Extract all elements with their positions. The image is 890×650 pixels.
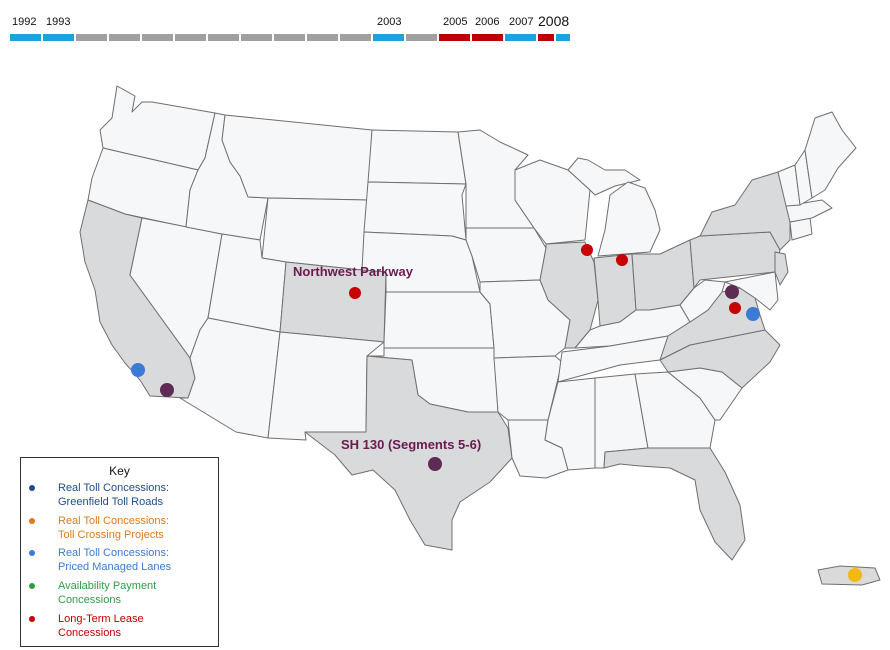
project-dot-chicago-skyway[interactable]	[581, 244, 593, 256]
timeline-segment[interactable]	[406, 34, 437, 41]
state-north-dakota[interactable]	[367, 129, 467, 185]
timeline-year-2008[interactable]: 2008	[538, 13, 570, 29]
label-sh130: SH 130 (Segments 5-6)	[341, 437, 481, 452]
legend-label: Real Toll Concessions: Toll Crossing Pro…	[58, 515, 170, 541]
legend-label: Long-Term Lease Concessions	[58, 613, 144, 639]
legend-dot-icon	[29, 583, 35, 589]
state-iowa[interactable]	[465, 227, 547, 283]
legend-label: Real Toll Concessions: Priced Managed La…	[58, 547, 172, 573]
project-dot-sh130[interactable]	[428, 457, 442, 471]
timeline-segment[interactable]	[175, 34, 206, 41]
state-kansas[interactable]	[383, 291, 495, 349]
project-dot-virginia-lease[interactable]	[729, 302, 741, 314]
timeline-segment-2008[interactable]	[538, 34, 554, 41]
state-michigan-upper[interactable]	[567, 157, 641, 196]
legend-item-greenfield[interactable]: Real Toll Concessions: Greenfield Toll R…	[29, 481, 169, 509]
project-dot-northwest-parkway[interactable]	[349, 287, 361, 299]
timeline-segment[interactable]	[76, 34, 107, 41]
timeline-year-2007[interactable]: 2007	[509, 16, 534, 28]
project-dot-virginia-north[interactable]	[725, 285, 739, 299]
timeline-segment-2007[interactable]	[505, 34, 536, 41]
timeline-segment-1993[interactable]	[43, 34, 74, 41]
timeline-segment[interactable]	[340, 34, 371, 41]
legend-item-lease[interactable]: Long-Term Lease Concessions	[29, 612, 144, 640]
legend-dot-icon	[29, 616, 35, 622]
legend-label: Real Toll Concessions: Greenfield Toll R…	[58, 482, 170, 508]
state-texas[interactable]	[304, 355, 513, 551]
timeline-segment[interactable]	[109, 34, 140, 41]
legend-item-managed-lanes[interactable]: Real Toll Concessions: Priced Managed La…	[29, 546, 171, 574]
project-dot-puerto-rico[interactable]	[848, 568, 862, 582]
timeline-segment-2003[interactable]	[373, 34, 404, 41]
state-michigan-lower[interactable]	[597, 181, 661, 257]
state-new-jersey[interactable]	[774, 251, 789, 286]
legend-key: Key Real Toll Concessions: Greenfield To…	[20, 457, 219, 647]
project-dot-indiana-toll-road[interactable]	[616, 254, 628, 266]
legend-dot-icon	[29, 550, 35, 556]
legend-title: Key	[109, 464, 130, 478]
timeline-segment[interactable]	[241, 34, 272, 41]
state-florida[interactable]	[603, 447, 746, 561]
timeline-segment-2006[interactable]	[472, 34, 503, 41]
state-illinois[interactable]	[539, 241, 599, 349]
timeline-segment[interactable]	[142, 34, 173, 41]
project-dot-california-south[interactable]	[160, 383, 174, 397]
state-wisconsin[interactable]	[514, 159, 591, 245]
timeline-segment-1992[interactable]	[10, 34, 41, 41]
timeline-segment[interactable]	[274, 34, 305, 41]
timeline-year-1993[interactable]: 1993	[46, 16, 71, 28]
project-dot-california-managed-lanes[interactable]	[131, 363, 145, 377]
timeline-year-2006[interactable]: 2006	[475, 16, 500, 28]
legend-dot-icon	[29, 485, 35, 491]
timeline-segment-2005[interactable]	[439, 34, 470, 41]
label-northwest-parkway: Northwest Parkway	[293, 264, 414, 279]
timeline-year-2005[interactable]: 2005	[443, 16, 468, 28]
legend-label: Availability Payment Concessions	[58, 580, 157, 606]
timeline-segment[interactable]	[208, 34, 239, 41]
timeline: 1992 1993 2003 2005 2006 2007 2008	[0, 0, 600, 45]
legend-item-availability[interactable]: Availability Payment Concessions	[29, 579, 156, 607]
state-wyoming[interactable]	[261, 197, 369, 271]
timeline-segment[interactable]	[307, 34, 338, 41]
timeline-segment[interactable]	[556, 34, 570, 41]
state-montana[interactable]	[221, 114, 373, 201]
project-dot-virginia-managed-lanes[interactable]	[746, 307, 760, 321]
timeline-year-1992[interactable]: 1992	[12, 16, 37, 28]
state-maine[interactable]	[804, 111, 857, 199]
legend-item-toll-crossing[interactable]: Real Toll Concessions: Toll Crossing Pro…	[29, 514, 169, 542]
state-west-virginia[interactable]	[679, 279, 726, 323]
legend-dot-icon	[29, 518, 35, 524]
state-south-dakota[interactable]	[363, 181, 467, 241]
timeline-year-2003[interactable]: 2003	[377, 16, 402, 28]
